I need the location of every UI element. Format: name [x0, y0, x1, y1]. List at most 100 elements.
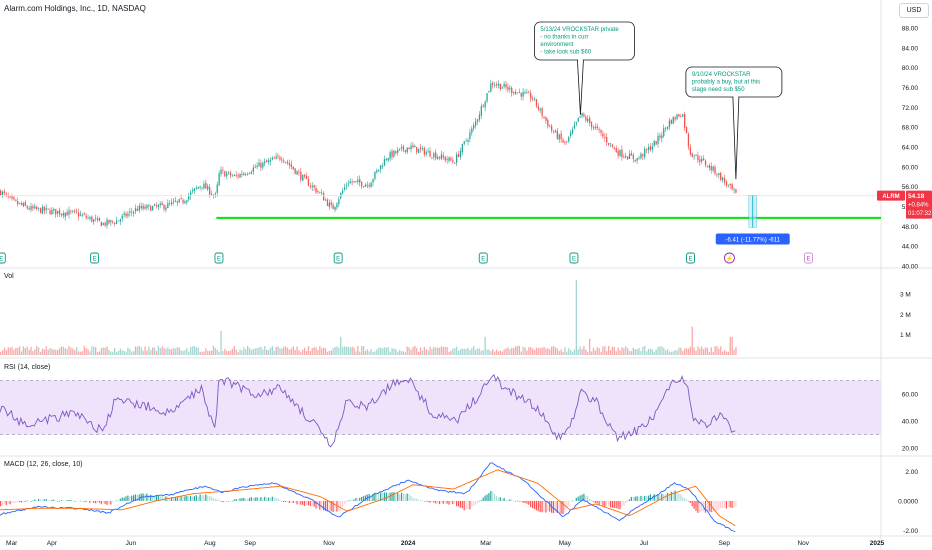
volume-bar: [104, 347, 106, 355]
dividend-marker: [723, 252, 735, 264]
macd-histogram-bar: [150, 494, 152, 501]
macd-histogram-bar: [547, 500, 549, 512]
candle-body: [444, 156, 446, 161]
candle-body: [361, 182, 363, 187]
candle-body: [241, 173, 243, 175]
candle-body: [383, 159, 386, 166]
candle-body: [153, 204, 156, 206]
candle-body: [577, 117, 579, 122]
macd-histogram-bar: [193, 496, 195, 501]
volume-bar: [651, 349, 653, 355]
macd-histogram-bar: [640, 495, 642, 501]
macd-histogram-bar: [501, 498, 503, 501]
macd-histogram-bar: [577, 496, 579, 501]
candle-body: [129, 211, 131, 213]
volume-bar: [412, 347, 414, 355]
candle-body: [203, 183, 205, 189]
volume-bar: [655, 349, 657, 355]
candle-body: [313, 185, 315, 188]
volume-bar: [566, 351, 568, 355]
candle-body: [619, 150, 621, 156]
volume-bar: [380, 347, 382, 355]
volume-bar: [133, 351, 135, 355]
candle-body: [17, 201, 19, 205]
macd-histogram-bar: [457, 500, 460, 507]
volume-bar: [735, 347, 737, 355]
macd-histogram-bar: [674, 490, 676, 501]
volume-bar: [38, 347, 40, 355]
volume-bar: [608, 345, 610, 355]
candle-body: [171, 202, 173, 205]
candle-body: [102, 223, 104, 226]
volume-bar: [602, 346, 604, 355]
candle-body: [657, 135, 659, 144]
macd-histogram-bar: [725, 500, 727, 509]
macd-histogram-bar: [47, 500, 49, 501]
volume-bar: [108, 349, 110, 355]
volume-bar: [423, 346, 425, 355]
volume-bar: [332, 348, 334, 355]
candle-body: [391, 151, 393, 158]
volume-bar: [83, 345, 85, 355]
macd-histogram-bar: [397, 492, 399, 501]
macd-histogram-bar: [125, 496, 127, 501]
macd-histogram-bar: [421, 500, 423, 502]
last-price-value: 54.18: [908, 193, 925, 200]
volume-bar: [638, 347, 640, 355]
macd-histogram-bar: [32, 500, 34, 502]
macd-histogram-bar: [85, 500, 87, 503]
candle-body: [142, 205, 144, 209]
last-price-change: +0.84%: [908, 203, 929, 209]
volume-bar: [146, 350, 148, 355]
candle-body: [509, 87, 511, 90]
candle-body: [172, 201, 175, 203]
macd-histogram-bar: [273, 497, 275, 501]
volume-bar: [275, 347, 277, 355]
macd-histogram-bar: [621, 500, 623, 508]
candle-body: [317, 191, 319, 192]
macd-histogram-bar: [429, 500, 431, 503]
currency-button[interactable]: USD: [899, 3, 929, 18]
time-x-tick: Mar: [6, 540, 18, 547]
volume-bar: [621, 347, 623, 355]
macd-histogram-bar: [222, 500, 224, 503]
macd-histogram-bar: [296, 500, 298, 505]
macd-histogram-bar: [433, 500, 435, 503]
event-markers: E E E E E E E ⚡ E: [0, 252, 813, 264]
volume-bar: [307, 346, 310, 355]
candle-body: [294, 168, 296, 174]
macd-histogram-bar: [425, 500, 427, 502]
volume-bar: [558, 350, 560, 355]
candle-body: [731, 184, 733, 190]
candle-body: [87, 217, 89, 219]
volume-bar: [368, 351, 370, 355]
volume-bar: [281, 348, 283, 355]
volume-bar: [258, 347, 260, 355]
volume-bar: [575, 280, 577, 355]
candle-body: [66, 212, 68, 216]
candle-body: [45, 208, 47, 210]
macd-histogram-bar: [666, 492, 669, 501]
volume-bar: [241, 350, 243, 355]
candle-body: [418, 148, 420, 154]
macd-histogram-bar: [68, 499, 70, 501]
macd-histogram-bar: [710, 500, 712, 513]
measure-label: -6.41 (-11.77%) -611: [725, 237, 780, 243]
candle-body: [38, 207, 40, 209]
macd-histogram-bar: [155, 495, 157, 501]
macd-histogram: [0, 490, 737, 515]
macd-title: MACD (12, 26, close, 10): [4, 461, 83, 468]
macd-histogram-bar: [144, 494, 146, 501]
macd-histogram-bar: [226, 500, 228, 502]
volume-bar: [722, 351, 724, 355]
macd-histogram-bar: [380, 492, 382, 501]
volume-bar: [343, 346, 346, 355]
candle-body: [91, 216, 93, 222]
macd-histogram-bar: [161, 496, 163, 501]
time-x-tick: Sep: [718, 540, 730, 547]
volume-bar: [203, 351, 205, 355]
candle-body: [410, 145, 412, 150]
candle-body: [144, 206, 146, 209]
candle-body: [685, 126, 688, 134]
candle-body: [647, 146, 650, 151]
